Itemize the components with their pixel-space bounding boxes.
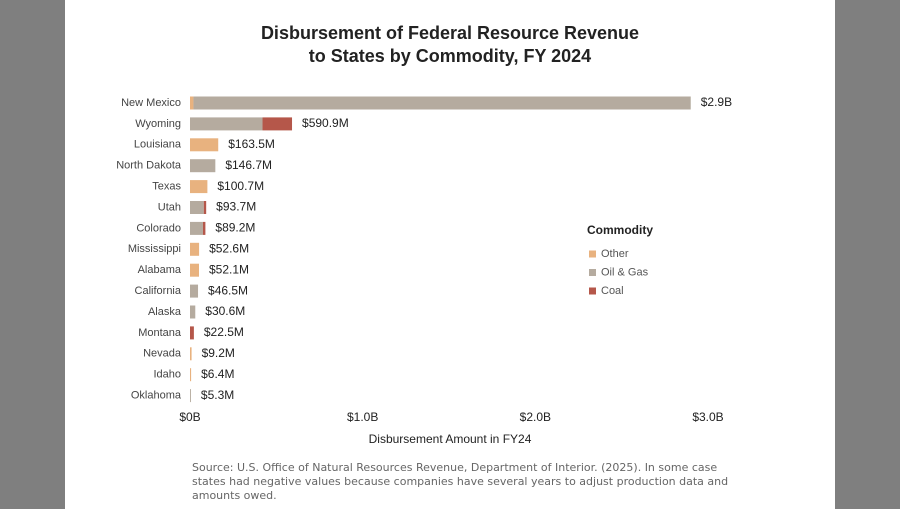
bar-segment <box>190 347 192 361</box>
bar-segment <box>193 96 691 110</box>
data-label: $89.2M <box>215 221 255 235</box>
bar-segment <box>190 96 194 110</box>
bar-segment <box>202 221 206 235</box>
legend-title: Commodity <box>587 223 653 237</box>
data-label: $2.9B <box>701 95 732 109</box>
data-label: $146.7M <box>225 158 272 172</box>
legend-label: Oil & Gas <box>601 266 649 278</box>
legend-label: Coal <box>601 285 624 297</box>
x-tick-label: $2.0B <box>520 410 551 424</box>
data-label: $46.5M <box>208 283 248 297</box>
bar-segment <box>190 368 192 382</box>
bar-segment <box>190 117 263 131</box>
y-tick-label: Alabama <box>138 264 182 276</box>
y-tick-label: Oklahoma <box>131 390 182 402</box>
bar-segment <box>190 263 199 277</box>
legend-swatch <box>589 250 596 258</box>
x-axis-label: Disbursement Amount in FY24 <box>369 432 532 446</box>
y-tick-label: Wyoming <box>135 118 181 130</box>
bar-segment <box>190 389 191 403</box>
data-label: $22.5M <box>204 325 244 339</box>
y-tick-label: California <box>135 285 182 297</box>
y-tick-label: Utah <box>158 201 181 213</box>
bar-segment <box>203 201 207 214</box>
legend-swatch <box>589 269 596 276</box>
bar-segment <box>190 284 199 298</box>
bar-segment <box>190 221 203 235</box>
y-tick-label: Texas <box>152 181 181 193</box>
y-tick-label: Idaho <box>153 369 181 381</box>
bar-segment <box>190 326 194 340</box>
data-label: $52.6M <box>209 241 249 255</box>
source-note: Source: U.S. Office of Natural Resources… <box>192 461 729 502</box>
x-tick-label: $3.0B <box>692 410 723 424</box>
bar-segment <box>190 138 219 152</box>
data-label: $9.2M <box>202 346 235 360</box>
bar-segment <box>190 242 200 256</box>
bar-segment <box>190 305 196 319</box>
bar-segment <box>190 180 208 194</box>
legend-swatch <box>589 287 596 295</box>
y-tick-label: New Mexico <box>121 97 181 109</box>
y-tick-label: Mississippi <box>128 243 181 255</box>
bar-segment <box>262 117 293 131</box>
data-label: $5.3M <box>201 388 234 402</box>
chart-title: Disbursement of Federal Resource Revenue <box>261 23 639 43</box>
data-label: $100.7M <box>217 179 264 193</box>
bar-segment <box>190 159 216 173</box>
y-tick-label: Montana <box>138 327 182 339</box>
data-label: $52.1M <box>209 262 249 276</box>
y-tick-label: North Dakota <box>116 160 182 172</box>
data-label: $590.9M <box>302 116 349 130</box>
data-label: $93.7M <box>216 200 256 214</box>
data-label: $30.6M <box>205 304 245 318</box>
y-tick-label: Nevada <box>143 348 182 360</box>
y-tick-label: Colorado <box>136 222 181 234</box>
data-label: $163.5M <box>228 137 275 151</box>
y-tick-label: Louisiana <box>134 139 182 151</box>
bar-segment <box>190 201 204 214</box>
x-tick-label: $1.0B <box>347 410 378 424</box>
x-tick-label: $0B <box>179 410 200 424</box>
y-tick-label: Alaska <box>148 306 182 318</box>
legend-label: Other <box>601 248 629 260</box>
data-label: $6.4M <box>201 367 234 381</box>
chart-title: to States by Commodity, FY 2024 <box>309 46 591 66</box>
